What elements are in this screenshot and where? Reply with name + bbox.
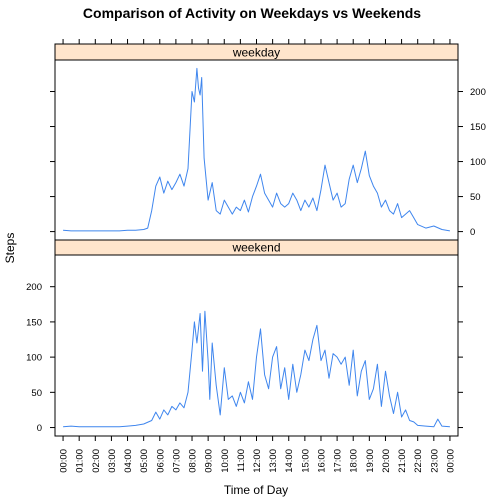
x-tick-label: 07:00 <box>171 449 182 473</box>
x-tick-label: 23:00 <box>429 449 440 473</box>
strip-label-weekend: weekend <box>231 241 280 255</box>
x-tick-label: 14:00 <box>284 449 295 473</box>
x-tick-label: 17:00 <box>333 449 344 473</box>
y-tick-label-weekend: 200 <box>26 282 42 293</box>
y-tick-label-weekday: 0 <box>470 227 475 238</box>
x-tick-label: 05:00 <box>139 449 150 473</box>
x-tick-label: 18:00 <box>349 449 360 473</box>
x-tick-label: 08:00 <box>188 449 199 473</box>
y-tick-label-weekday: 150 <box>470 122 486 133</box>
x-tick-label: 01:00 <box>75 449 86 473</box>
x-tick-label: 03:00 <box>107 449 118 473</box>
x-tick-label: 20:00 <box>381 449 392 473</box>
x-axis-title: Time of Day <box>224 483 288 497</box>
x-tick-label: 21:00 <box>397 449 408 473</box>
strip-label-weekday: weekday <box>232 46 280 60</box>
y-axis-title: Steps <box>3 233 17 264</box>
y-tick-label-weekday: 100 <box>470 157 486 168</box>
panel-weekend <box>54 254 459 437</box>
x-tick-label: 06:00 <box>155 449 166 473</box>
x-tick-label: 00:00 <box>59 449 70 473</box>
y-tick-label-weekend: 0 <box>37 423 42 434</box>
x-tick-label: 11:00 <box>236 449 247 472</box>
x-tick-label: 19:00 <box>365 449 376 473</box>
x-tick-label: 22:00 <box>413 449 424 473</box>
x-tick-label: 02:00 <box>91 449 102 473</box>
y-tick-label-weekday: 200 <box>470 87 486 98</box>
y-tick-label-weekend: 50 <box>31 388 42 399</box>
x-tick-label: 15:00 <box>300 449 311 473</box>
series-line-weekday <box>63 67 450 232</box>
x-tick-label: 09:00 <box>204 449 215 473</box>
x-tick-label: 00:00 <box>445 449 456 473</box>
y-tick-label-weekend: 100 <box>26 353 42 364</box>
x-tick-label: 04:00 <box>123 449 134 473</box>
y-tick-label-weekend: 150 <box>26 317 42 328</box>
x-tick-label: 16:00 <box>317 449 328 473</box>
x-tick-label: 12:00 <box>252 449 263 473</box>
chart-title: Comparison of Activity on Weekdays vs We… <box>83 5 421 21</box>
x-tick-label: 13:00 <box>268 449 279 473</box>
y-tick-label-weekday: 50 <box>470 192 481 203</box>
panel-weekday <box>54 59 459 241</box>
panels: weekday 0 50 100 150 200 weekend 0 50 100 150 200 00… <box>26 39 486 473</box>
x-tick-label: 10:00 <box>220 449 231 473</box>
series-line-weekend <box>63 310 450 428</box>
